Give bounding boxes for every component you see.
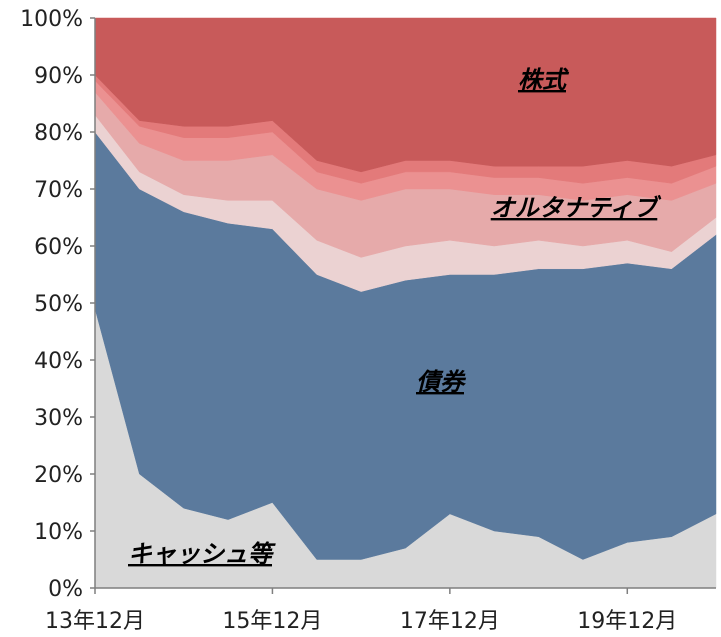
y-tick-label: 40% [34, 349, 83, 374]
y-tick-label: 70% [34, 178, 83, 203]
series-label-stocks: 株式 [518, 66, 570, 94]
series-labels: 株式 オルタナティブ 債券 キャッシュ等 [128, 66, 662, 568]
series-label-bonds: 債券 [416, 368, 467, 396]
y-tick-label: 50% [34, 292, 83, 317]
x-tick-label: 15年12月 [222, 609, 322, 634]
y-tick-label: 30% [34, 406, 83, 431]
y-tick-label: 80% [34, 121, 83, 146]
area-series-6 [94, 17, 717, 173]
series-label-alternative: オルタナティブ [491, 194, 663, 222]
y-tick-label: 20% [34, 463, 83, 488]
y-tick-label: 0% [48, 577, 83, 602]
y-tick-label: 60% [34, 235, 83, 260]
x-tick-label: 17年12月 [400, 609, 500, 634]
y-tick-label: 90% [34, 64, 83, 89]
x-tick-label: 19年12月 [577, 609, 677, 634]
y-tick-label: 100% [20, 7, 83, 32]
x-tick-label: 13年12月 [45, 609, 145, 634]
y-tick-group: 0% 10% 20% 30% 40% 50% 60% 70% 80% 90% 100% [20, 7, 95, 602]
series-label-cash: キャッシュ等 [128, 540, 276, 568]
area-layers [94, 17, 717, 589]
x-tick-group: 13年12月 15年12月 17年12月 19年12月 [45, 588, 677, 634]
y-tick-label: 10% [34, 520, 83, 545]
